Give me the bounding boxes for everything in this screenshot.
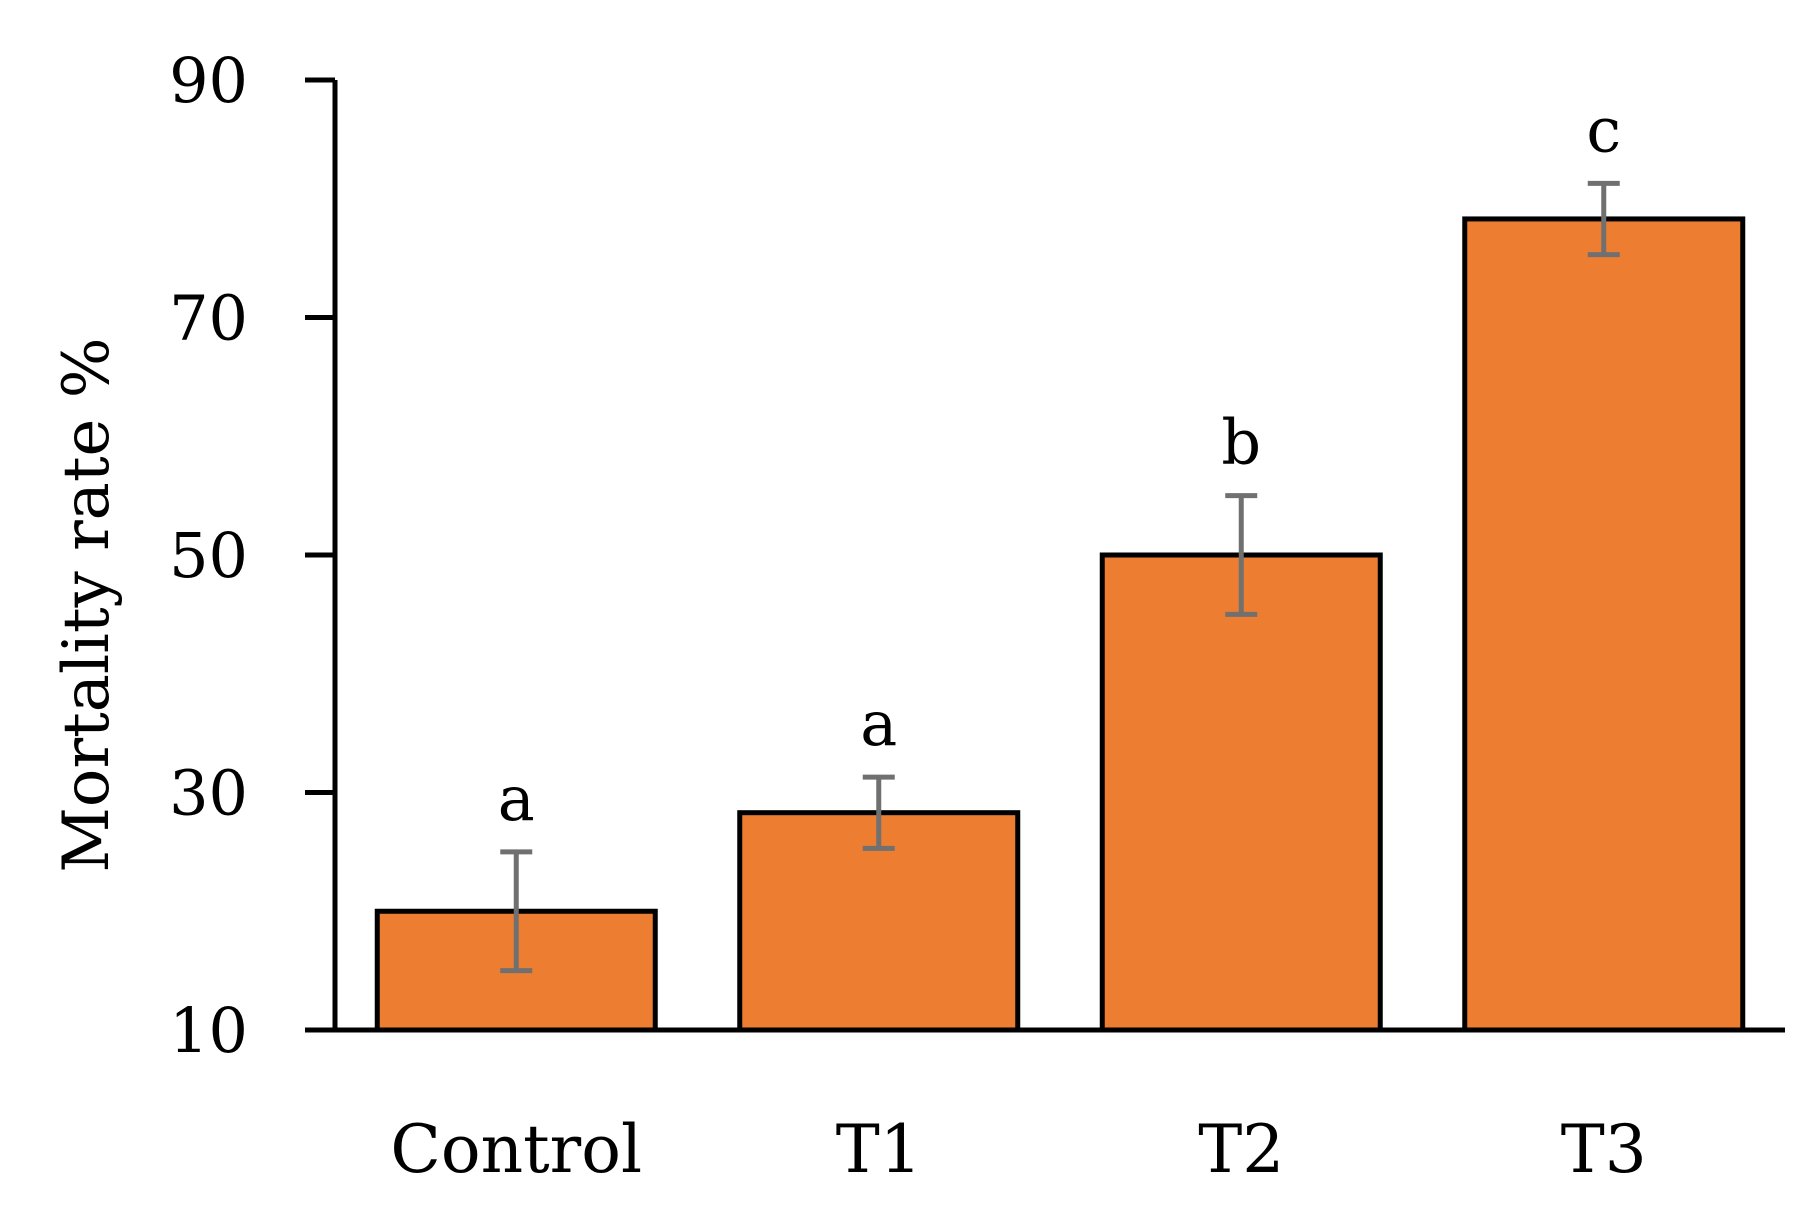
y-tick-label: 30 [169, 757, 248, 830]
bar [1462, 216, 1746, 1033]
y-tick-label: 50 [169, 519, 248, 592]
bar [1099, 552, 1383, 1033]
y-axis-title: Mortality rate % [50, 337, 124, 872]
y-tick-label: 90 [169, 44, 248, 117]
bars [374, 216, 1746, 1033]
significance-label: a [860, 687, 897, 760]
y-ticks: 10 30 50 70 90 [169, 44, 335, 1067]
category-label: T3 [1561, 1111, 1647, 1188]
category-label: T1 [836, 1111, 922, 1188]
error-bars [500, 180, 1620, 974]
category-label: Control [390, 1111, 642, 1188]
significance-labels: a a b c [498, 93, 1621, 835]
y-tick-label: 10 [169, 994, 248, 1067]
category-label: T2 [1198, 1111, 1284, 1188]
significance-label: a [498, 762, 535, 835]
category-labels: Control T1 T2 T3 [390, 1111, 1646, 1188]
y-tick-label: 70 [169, 282, 248, 355]
significance-label: c [1586, 93, 1621, 166]
significance-label: b [1221, 406, 1261, 479]
